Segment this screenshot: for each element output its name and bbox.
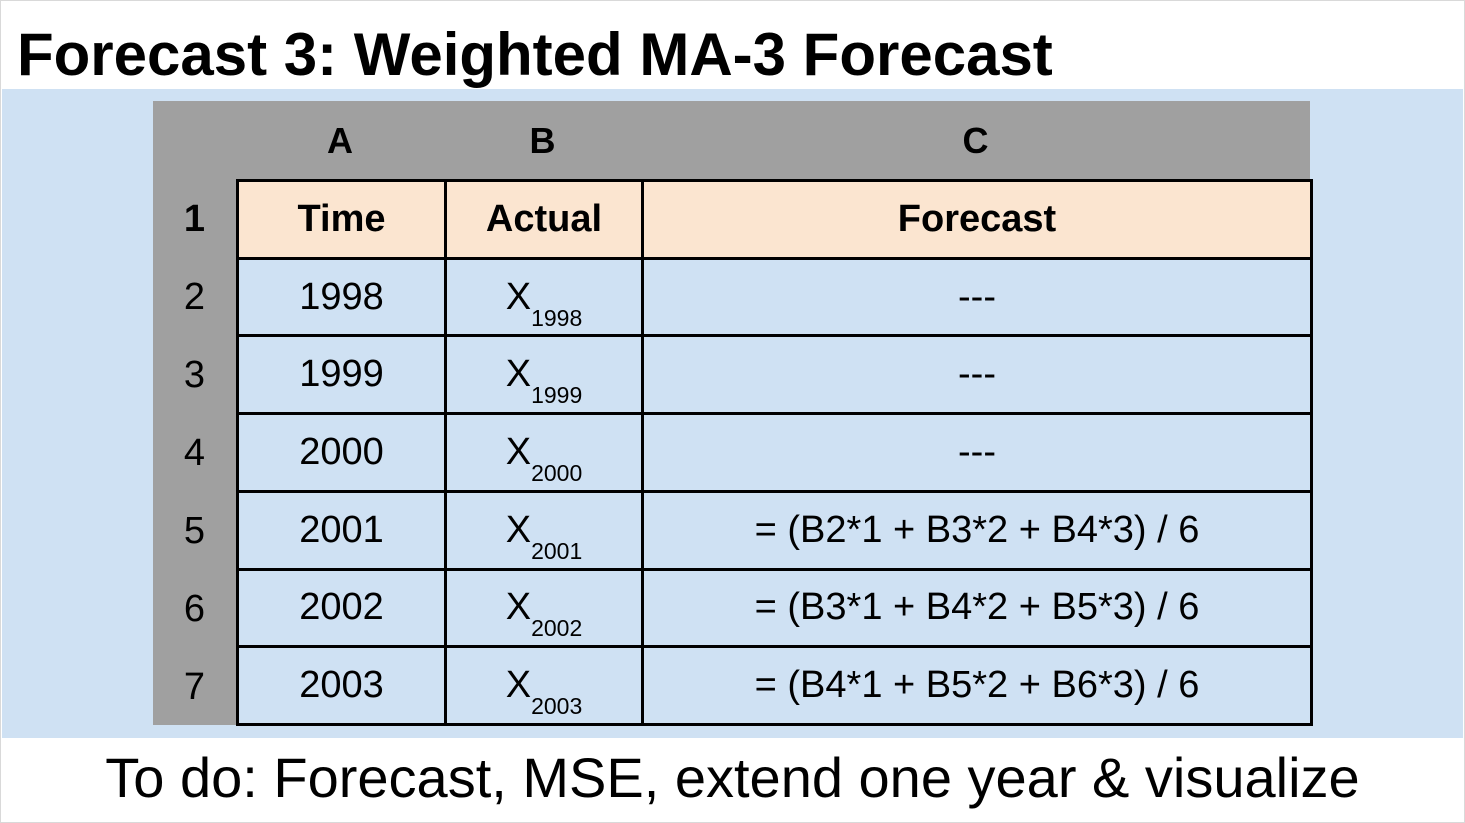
actual-cell[interactable]: X1998: [444, 256, 644, 338]
row-header-4: 4: [183, 431, 206, 474]
slide-title: Forecast 3: Weighted MA-3 Forecast: [17, 21, 1053, 88]
actual-subscript: 2000: [531, 459, 583, 486]
table-row: 2000 X2000 ---: [236, 412, 1313, 493]
time-cell[interactable]: 2000: [236, 412, 447, 493]
actual-cell[interactable]: X2003: [444, 645, 644, 726]
actual-symbol: X: [505, 430, 532, 473]
actual-cell[interactable]: X2002: [444, 567, 644, 649]
actual-subscript: 2002: [531, 615, 583, 642]
time-cell[interactable]: 1998: [236, 256, 447, 338]
row-header-6: 6: [183, 587, 206, 630]
time-cell[interactable]: 1999: [236, 334, 447, 416]
table-header-row: Time Actual Forecast: [236, 179, 1313, 260]
row-header-5: 5: [183, 509, 206, 552]
row-header-1: 1: [183, 197, 206, 240]
time-cell[interactable]: 2003: [236, 645, 447, 726]
forecast-cell[interactable]: = (B3*1 + B4*2 + B5*3) / 6: [641, 567, 1313, 649]
row-header-7: 7: [183, 665, 206, 708]
table-row: 2003 X2003 = (B4*1 + B5*2 + B6*3) / 6: [236, 645, 1313, 726]
table-row: 1998 X1998 ---: [236, 256, 1313, 338]
row-header-2: 2: [183, 275, 206, 318]
actual-symbol: X: [505, 275, 532, 318]
actual-subscript: 2001: [531, 537, 583, 564]
header-cell-forecast[interactable]: Forecast: [641, 179, 1313, 260]
column-header-a: A: [327, 119, 353, 161]
todo-footer: To do: Forecast, MSE, extend one year & …: [105, 746, 1360, 809]
actual-cell[interactable]: X1999: [444, 334, 644, 416]
actual-symbol: X: [505, 508, 532, 551]
forecast-table: Time Actual Forecast 1998 X1998 --- 1999…: [236, 179, 1313, 726]
forecast-cell[interactable]: ---: [641, 334, 1313, 416]
column-header-c: C: [962, 119, 989, 161]
row-header-3: 3: [183, 353, 206, 396]
actual-cell[interactable]: X2001: [444, 489, 644, 571]
time-cell[interactable]: 2001: [236, 489, 447, 571]
table-row: 2002 X2002 = (B3*1 + B4*2 + B5*3) / 6: [236, 567, 1313, 649]
actual-subscript: 2003: [531, 693, 583, 720]
table-row: 2001 X2001 = (B2*1 + B3*2 + B4*3) / 6: [236, 489, 1313, 571]
actual-cell[interactable]: X2000: [444, 412, 644, 493]
time-cell[interactable]: 2002: [236, 567, 447, 649]
table-row: 1999 X1999 ---: [236, 334, 1313, 416]
forecast-cell[interactable]: ---: [641, 412, 1313, 493]
column-header-b: B: [529, 119, 556, 161]
actual-subscript: 1998: [531, 304, 583, 331]
actual-symbol: X: [505, 586, 532, 629]
actual-symbol: X: [505, 664, 532, 707]
forecast-cell[interactable]: = (B2*1 + B3*2 + B4*3) / 6: [641, 489, 1313, 571]
header-cell-time[interactable]: Time: [236, 179, 447, 260]
header-cell-actual[interactable]: Actual: [444, 179, 644, 260]
forecast-cell[interactable]: ---: [641, 256, 1313, 338]
forecast-cell[interactable]: = (B4*1 + B5*2 + B6*3) / 6: [641, 645, 1313, 726]
actual-subscript: 1999: [531, 382, 583, 409]
actual-symbol: X: [505, 353, 532, 396]
